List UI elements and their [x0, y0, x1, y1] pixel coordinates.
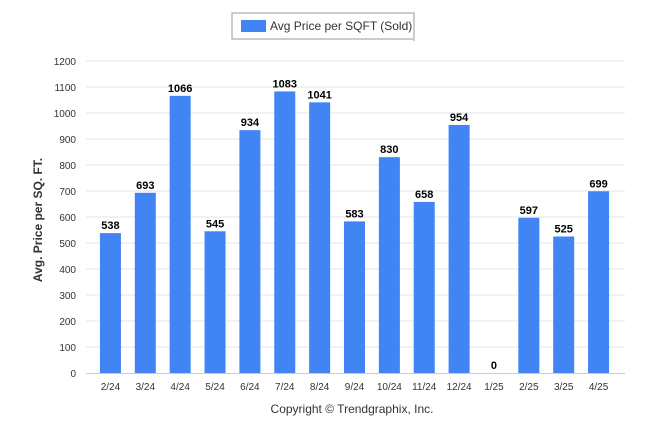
x-tick-label: 2/25 [519, 382, 539, 393]
data-label: 1083 [273, 78, 297, 90]
y-tick-label: 800 [59, 161, 76, 172]
y-tick-label: 1100 [54, 83, 76, 94]
x-tick-label: 12/24 [447, 382, 472, 393]
bars: 538 693 1066 545 934 1083 1041 583 830 658 954 0 597… [99, 78, 610, 374]
x-tick-label: 8/24 [310, 382, 330, 393]
y-tick-label: 300 [59, 291, 76, 302]
data-label: 525 [555, 224, 573, 236]
bar-3-24 [134, 192, 156, 373]
data-label: 954 [450, 112, 469, 124]
bar-5-24 [204, 231, 226, 373]
data-label: 538 [101, 220, 119, 232]
legend-swatch [241, 20, 266, 32]
x-tick-label: 7/24 [275, 382, 295, 393]
legend-entry: Avg Price per SQFT (Sold) [270, 19, 412, 33]
y-tick-label: 1200 [54, 57, 77, 68]
copyright-text: Copyright © Trendgraphix, Inc. [271, 402, 434, 416]
y-tick-label: 200 [59, 317, 76, 328]
bar-12-24 [448, 124, 470, 374]
x-tick-label: 5/24 [205, 382, 225, 393]
bar-7-24 [274, 91, 296, 374]
y-tick-label: 700 [59, 187, 76, 198]
x-tick-label: 4/24 [170, 382, 190, 393]
x-tick-label: 9/24 [345, 382, 365, 393]
bar-4-24 [169, 95, 191, 373]
x-tick-label: 4/25 [589, 382, 609, 393]
bar-8-24 [309, 102, 331, 373]
legend: Avg Price per SQFT (Sold) [231, 12, 415, 41]
y-tick-label: 400 [59, 265, 76, 276]
data-label: 0 [491, 360, 497, 372]
x-tick-label: 3/24 [136, 382, 156, 393]
bar-2-24 [99, 233, 121, 373]
y-axis-label: Avg. Price per SQ. FT. [31, 158, 45, 282]
y-tick-label: 900 [59, 135, 76, 146]
data-label: 583 [345, 208, 363, 220]
bar-11-24 [413, 201, 435, 373]
data-label: 699 [589, 178, 607, 190]
data-label: 545 [206, 218, 224, 230]
x-tick-label: 3/25 [554, 382, 574, 393]
bar-6-24 [239, 130, 261, 373]
data-label: 934 [241, 117, 260, 129]
y-tick-label: 100 [59, 343, 76, 354]
x-tick-label: 6/24 [240, 382, 260, 393]
x-tick-label: 11/24 [412, 382, 437, 393]
x-tick-label: 1/25 [484, 382, 504, 393]
data-label: 658 [415, 189, 433, 201]
legend-box-shadow [413, 15, 415, 41]
data-label: 1041 [307, 89, 331, 101]
bar-2-25 [518, 217, 540, 373]
y-tick-label: 0 [70, 369, 76, 380]
bar-3-25 [553, 236, 575, 373]
bar-4-25 [588, 191, 610, 373]
data-label: 693 [136, 180, 154, 192]
y-tick-label: 600 [59, 213, 76, 224]
y-tick-label: 500 [59, 239, 76, 250]
data-label: 830 [380, 144, 398, 156]
x-tick-label: 2/24 [101, 382, 121, 393]
y-tick-label: 1000 [54, 109, 77, 120]
y-axis-ticks: 0 100 200 300 400 500 600 700 800 900 1000 1100 1200 [54, 57, 77, 380]
bar-9-24 [344, 221, 365, 373]
bar-10-24 [378, 157, 400, 373]
x-tick-label: 10/24 [377, 382, 402, 393]
x-axis-ticks: 2/24 3/24 4/24 5/24 6/24 7/24 8/24 9/24 10/24 11/… [101, 382, 609, 393]
data-label: 1066 [168, 83, 192, 95]
data-label: 597 [520, 205, 538, 217]
